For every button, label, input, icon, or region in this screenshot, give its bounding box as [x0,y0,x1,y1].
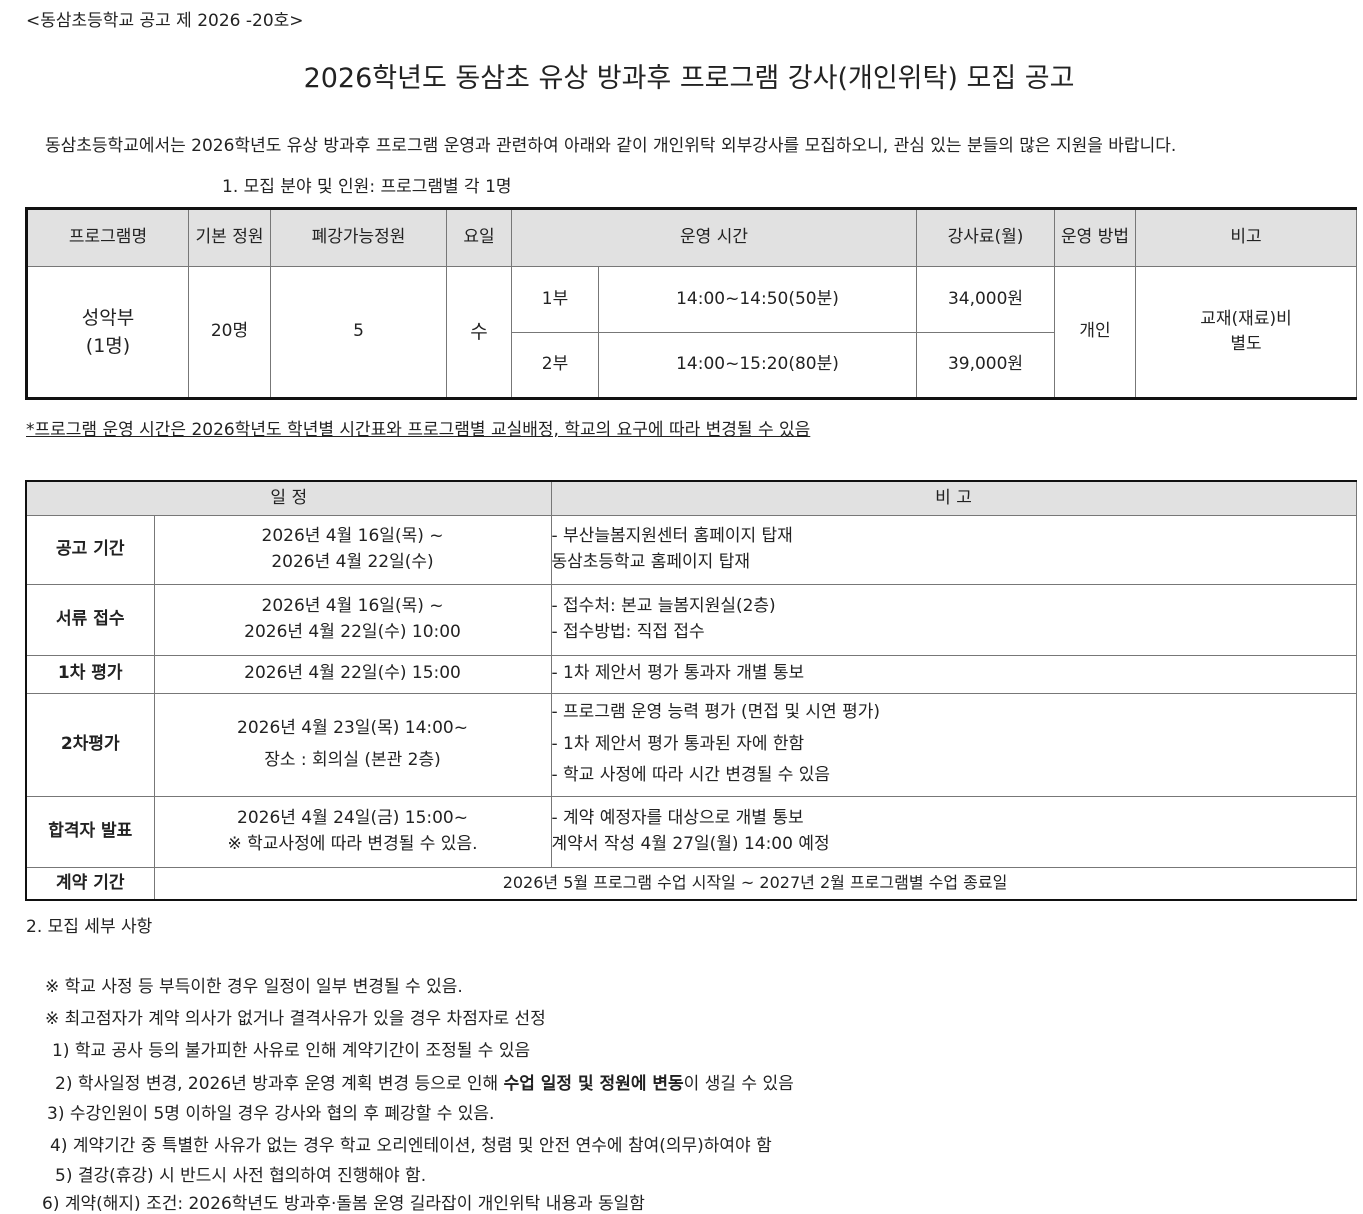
session-fee: 34,000원 [916,266,1055,333]
detail-item: 3) 수강인원이 5명 이하일 경우 강사와 협의 후 폐강할 수 있음. [47,1104,495,1124]
method: 개인 [1054,266,1136,399]
header-fee: 강사료(월) [916,208,1055,267]
row-date: 2026년 4월 16일(목) ~2026년 4월 22일(수) 10:00 [153,583,552,656]
row-remarks: - 1차 제안서 평가 통과자 개별 통보 [550,654,1357,694]
row-label: 2차평가 [25,692,155,797]
notice-number: <동삼초등학교 공고 제 2026 -20호> [26,11,304,31]
cancel-capacity: 5 [270,266,447,399]
session-fee: 39,000원 [916,332,1055,399]
header-day: 요일 [446,208,512,267]
row-remarks: - 부산늘봄지원센터 홈페이지 탑재 동삼초등학교 홈페이지 탑재 [550,514,1357,585]
header-remarks: 비 고 [550,480,1357,516]
row-date: 2026년 4월 24일(금) 15:00~ ※ 학교사정에 따라 변경될 수 있… [153,795,552,868]
row-date: 2026년 4월 16일(목) ~2026년 4월 22일(수) [153,514,552,585]
row-label: 합격자 발표 [25,795,155,868]
row-date: 2026년 4월 23일(목) 14:00~ 장소 : 회의실 (본관 2층) [153,692,552,797]
row-date: 2026년 4월 22일(수) 15:00 [153,654,552,694]
session-time: 14:00~15:20(80분) [598,332,917,399]
header-base-capacity: 기본 정원 [188,208,271,267]
detail-item: ※ 학교 사정 등 부득이한 경우 일정이 일부 변경될 수 있음. [45,977,463,997]
header-method: 운영 방법 [1054,208,1136,267]
detail-item: 6) 계약(해지) 조건: 2026학년도 방과후·돌봄 운영 길라잡이 개인위… [42,1194,645,1214]
header-schedule: 일 정 [25,480,552,516]
session-part: 2부 [511,332,599,399]
header-remark: 비고 [1135,208,1357,267]
program-table: 프로그램명 기본 정원 폐강가능정원 요일 운영 시간 강사료(월) 운영 방법… [25,207,1357,400]
header-cancel-capacity: 폐강가능정원 [270,208,447,267]
row-remarks: - 접수처: 본교 늘봄지원실(2층) - 접수방법: 직접 접수 [550,583,1357,656]
row-remarks: - 프로그램 운영 능력 평가 (면접 및 시연 평가) - 1차 제안서 평가 … [550,692,1357,797]
day: 수 [446,266,512,399]
row-remarks: - 계약 예정자를 대상으로 개별 통보 계약서 작성 4월 27일(월) 14:… [550,795,1357,868]
intro-text: 동삼초등학교에서는 2026학년도 유상 방과후 프로그램 운영과 관련하여 아… [45,136,1177,156]
detail-item: ※ 최고점자가 계약 의사가 없거나 결격사유가 있을 경우 차점자로 선정 [45,1009,546,1029]
page-title: 2026학년도 동삼초 유상 방과후 프로그램 강사(개인위탁) 모집 공고 [303,63,1075,94]
time-note: *프로그램 운영 시간은 2026학년도 학년별 시간표와 프로그램별 교실배정… [26,420,811,440]
row-label: 계약 기간 [25,866,155,901]
row-label: 공고 기간 [25,514,155,585]
detail-item: 5) 결강(휴강) 시 반드시 사전 협의하여 진행해야 함. [55,1166,427,1186]
detail-item: 2) 학사일정 변경, 2026년 방과후 운영 계획 변경 등으로 인해 수업… [55,1074,794,1094]
schedule-table: 일 정 비 고 공고 기간 2026년 4월 16일(목) ~2026년 4월 … [25,480,1357,901]
base-capacity: 20명 [188,266,271,399]
header-time: 운영 시간 [511,208,917,267]
detail-item: 1) 학교 공사 등의 불가피한 사유로 인해 계약기간이 조정될 수 있음 [52,1041,531,1061]
detail-item: 4) 계약기간 중 특별한 사유가 없는 경우 학교 오리엔테이션, 청렴 및 … [50,1136,772,1156]
section2-heading: 2. 모집 세부 사항 [26,917,153,937]
program-name: 성악부 (1명) [26,266,189,399]
contract-period: 2026년 5월 프로그램 수업 시작일 ~ 2027년 2월 프로그램별 수업… [153,866,1357,901]
row-label: 1차 평가 [25,654,155,694]
header-program: 프로그램명 [26,208,189,267]
row-label: 서류 접수 [25,583,155,656]
session-time: 14:00~14:50(50분) [598,266,917,333]
section1-heading: 1. 모집 분야 및 인원: 프로그램별 각 1명 [222,177,512,197]
remark: 교재(재료)비 별도 [1135,266,1357,399]
session-part: 1부 [511,266,599,333]
